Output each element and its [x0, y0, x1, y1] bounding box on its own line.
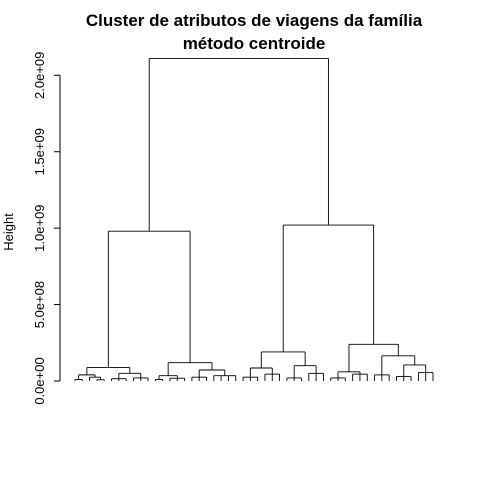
y-tick-label: 1.5e+09 — [32, 128, 47, 175]
dendrogram-tree — [75, 58, 433, 381]
y-tick-label: 0.0e+00 — [32, 357, 47, 404]
chart-title-line-2: método centroide — [183, 34, 326, 53]
y-axis: 0.0e+00 5.0e+08 1.0e+09 1.5e+09 2.0e+09 — [32, 52, 60, 405]
chart-title-line-1: Cluster de atributos de viagens da famíl… — [86, 11, 423, 30]
y-tick-label: 5.0e+08 — [32, 281, 47, 328]
y-axis-label: Height — [1, 213, 16, 251]
y-tick-label: 2.0e+09 — [32, 52, 47, 99]
y-tick-label: 1.0e+09 — [32, 204, 47, 251]
